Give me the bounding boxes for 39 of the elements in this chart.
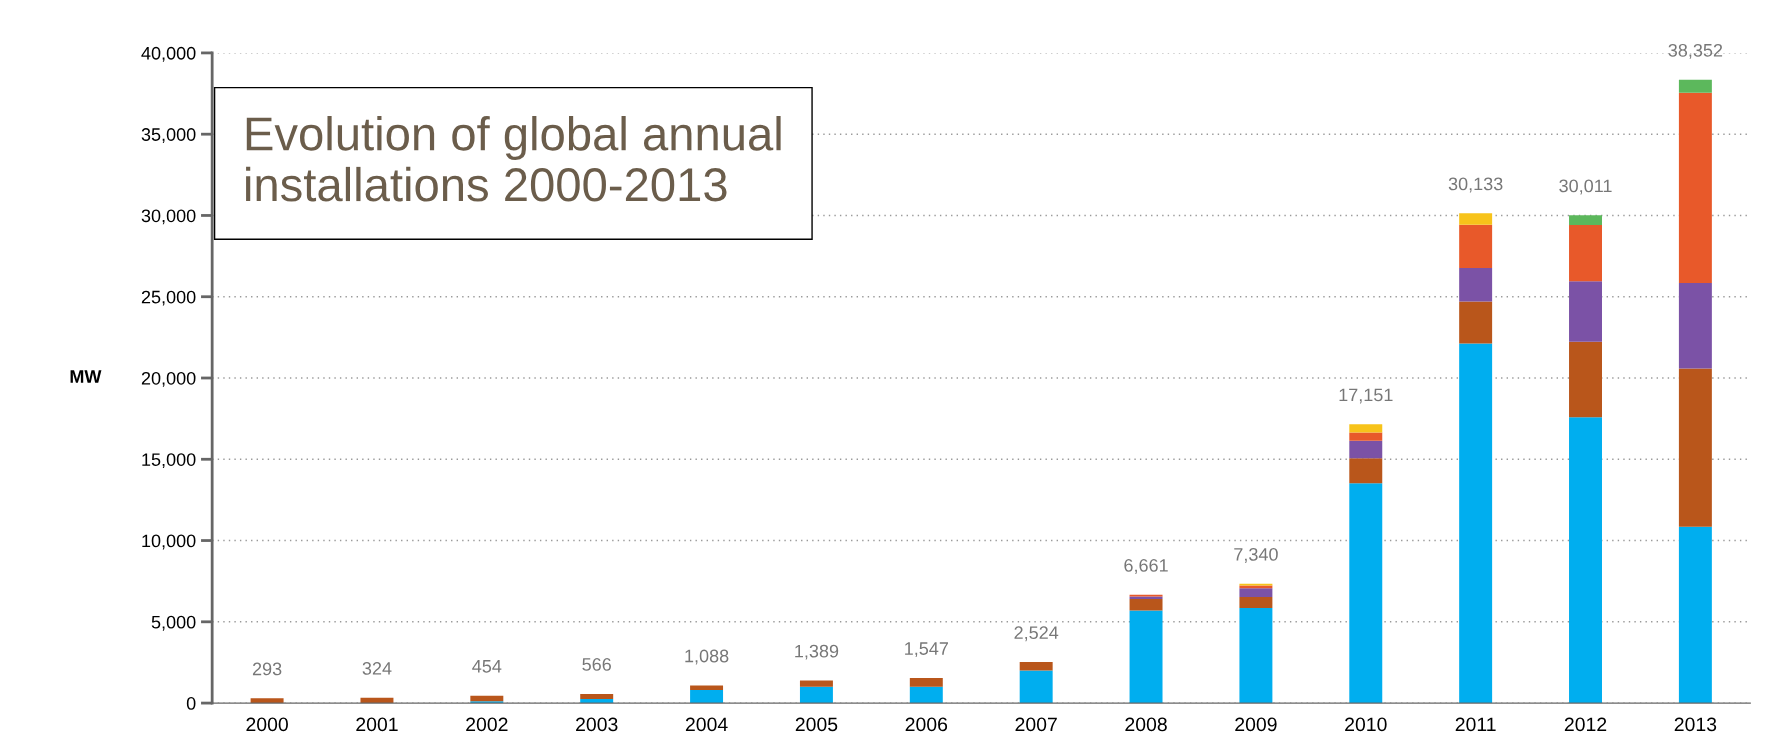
x-tick-label: 2000: [246, 717, 288, 732]
total-label: 566: [582, 658, 611, 671]
y-tick-label: 40,000: [141, 46, 196, 62]
total-label: 293: [252, 662, 282, 676]
y-tick-label: 10,000: [142, 534, 196, 550]
total-label: 6,661: [1124, 559, 1168, 574]
y-tick-label: 0: [186, 697, 196, 710]
x-tick-label: 2012: [1564, 717, 1607, 732]
x-tick-label: 2002: [466, 717, 508, 732]
y-tick-label: 15,000: [142, 453, 196, 469]
x-tick-label: 2008: [1125, 717, 1167, 732]
y-tick-label: 30,000: [141, 209, 196, 225]
total-label: 324: [362, 662, 392, 675]
x-tick-label: 2013: [1674, 717, 1717, 732]
y-tick-label: 20,000: [141, 371, 196, 387]
x-tick-label: 2007: [1015, 717, 1057, 732]
x-tick-label: 2010: [1345, 717, 1387, 732]
total-label: 1,088: [685, 649, 729, 665]
x-tick-label: 2004: [685, 717, 728, 732]
y-tick-label: 35,000: [141, 128, 196, 144]
text: Evolution of global annual installations 2000-2013: [246, 116, 781, 202]
total-label: 2,524: [1014, 626, 1059, 642]
total-label: 38,352: [1668, 43, 1723, 59]
total-label: 30,011: [1559, 179, 1612, 195]
total-label: 454: [472, 660, 502, 673]
x-tick-label: 2003: [576, 717, 618, 732]
total-label: 7,340: [1234, 547, 1278, 563]
y-tick-label: 5,000: [151, 615, 196, 631]
y-axis-title: MW: [70, 370, 102, 383]
x-tick-label: 2001: [356, 717, 398, 732]
x-tick-label: 2005: [795, 717, 838, 732]
total-label: 30,133: [1448, 177, 1503, 193]
total-label: 1,389: [795, 644, 839, 660]
total-label: 1,547: [905, 642, 948, 658]
x-tick-label: 2006: [905, 717, 948, 732]
total-label: 17,151: [1339, 388, 1393, 404]
x-tick-label: 2011: [1455, 717, 1496, 732]
x-tick-label: 2009: [1235, 717, 1277, 732]
y-tick-label: 25,000: [141, 290, 196, 306]
